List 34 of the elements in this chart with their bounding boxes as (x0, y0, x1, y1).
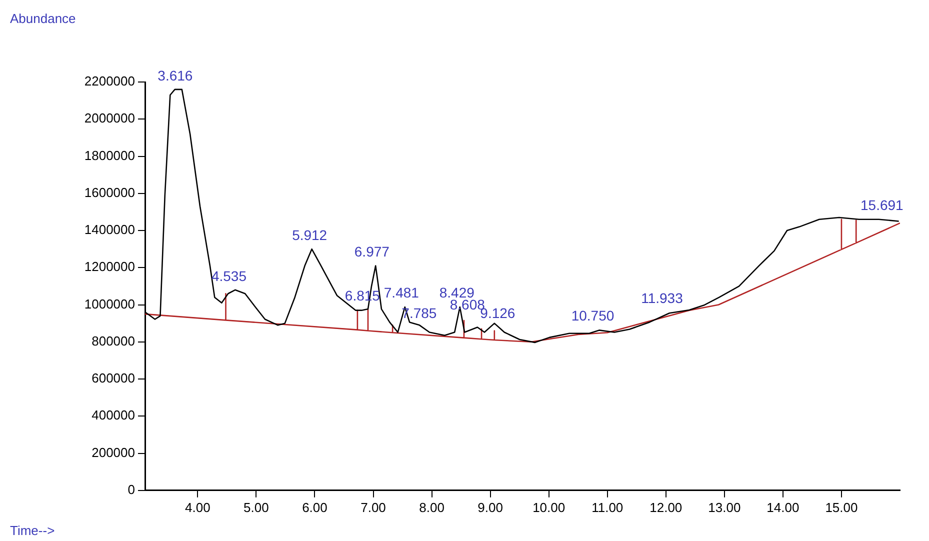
annotation: 8.429 (439, 284, 475, 300)
x-tick-label: 14.00 (766, 500, 800, 515)
y-tick-label: 800000 (92, 333, 135, 348)
x-tick-label: 6.00 (302, 500, 328, 515)
y-tick-label: 1400000 (84, 222, 135, 238)
x-tick-label: 7.00 (360, 500, 386, 515)
y-tick-label: 1600000 (84, 184, 135, 200)
x-tick-label: 13.00 (708, 500, 741, 515)
y-tick-label: 1200000 (84, 259, 135, 274)
y-tick-label: 1800000 (84, 148, 135, 163)
annotation: 11.933 (641, 290, 684, 306)
y-tick-label: 2000000 (84, 110, 135, 126)
x-tick-label: 8.00 (419, 500, 444, 515)
annotation: 6.977 (354, 244, 390, 260)
annotation: 10.750 (571, 308, 614, 324)
x-tick-label: 9.00 (478, 500, 503, 515)
y-tick-label: 2200000 (84, 74, 135, 89)
annotation: 5.912 (292, 226, 328, 243)
annotation: 3.616 (158, 67, 193, 84)
x-tick-label: 4.00 (185, 500, 210, 515)
x-tick-label: 11.00 (592, 500, 624, 515)
y-tick-label: 200000 (92, 444, 135, 460)
y-tick-label: 600000 (92, 370, 135, 386)
x-tick-label: 12.00 (650, 500, 682, 515)
y-tick-label: 1000000 (84, 296, 135, 312)
x-axis-title: Time--> (10, 523, 55, 538)
annotation: 15.691 (860, 197, 904, 214)
y-axis-title: Abundance (10, 11, 76, 26)
x-tick-label: 10.00 (532, 500, 566, 515)
y-tick-label: 0 (128, 482, 135, 497)
y-tick-label: 400000 (92, 408, 135, 423)
x-tick-label: 15.00 (825, 500, 858, 515)
annotation: 7.481 (384, 284, 420, 300)
x-tick-label: 5.00 (244, 500, 269, 515)
